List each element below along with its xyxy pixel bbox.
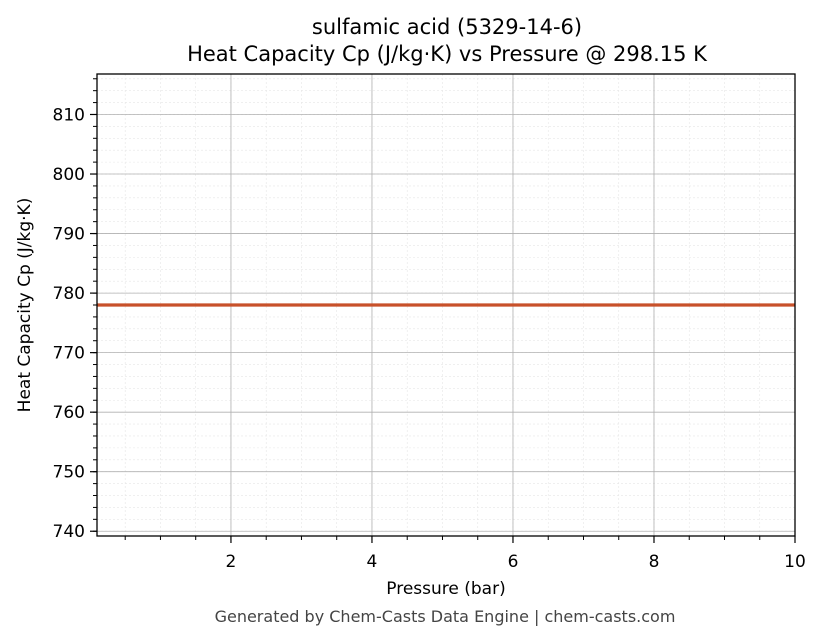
x-axis-label: Pressure (bar): [386, 579, 505, 599]
x-tick-label: 2: [226, 552, 237, 572]
y-tick-label: 770: [53, 344, 85, 364]
y-tick-label: 790: [53, 225, 85, 245]
y-tick-label: 780: [53, 284, 85, 304]
y-tick-label: 760: [53, 403, 85, 423]
y-tick-label: 800: [53, 165, 85, 185]
x-tick-label: 4: [367, 552, 378, 572]
y-axis-label: Heat Capacity Cp (J/kg·K): [15, 198, 35, 413]
y-tick-label: 810: [53, 105, 85, 125]
y-tick-label: 750: [53, 463, 85, 483]
chart-title: sulfamic acid (5329-14-6): [311, 15, 583, 39]
chart-subtitle: Heat Capacity Cp (J/kg·K) vs Pressure @ …: [187, 42, 707, 66]
x-tick-label: 6: [508, 552, 519, 572]
y-tick-label: 740: [53, 522, 85, 542]
footer-credit: Generated by Chem-Casts Data Engine | ch…: [214, 607, 676, 626]
x-tick-label: 8: [649, 552, 660, 572]
axis-ticks: [90, 78, 796, 543]
x-tick-label: 10: [784, 552, 806, 572]
